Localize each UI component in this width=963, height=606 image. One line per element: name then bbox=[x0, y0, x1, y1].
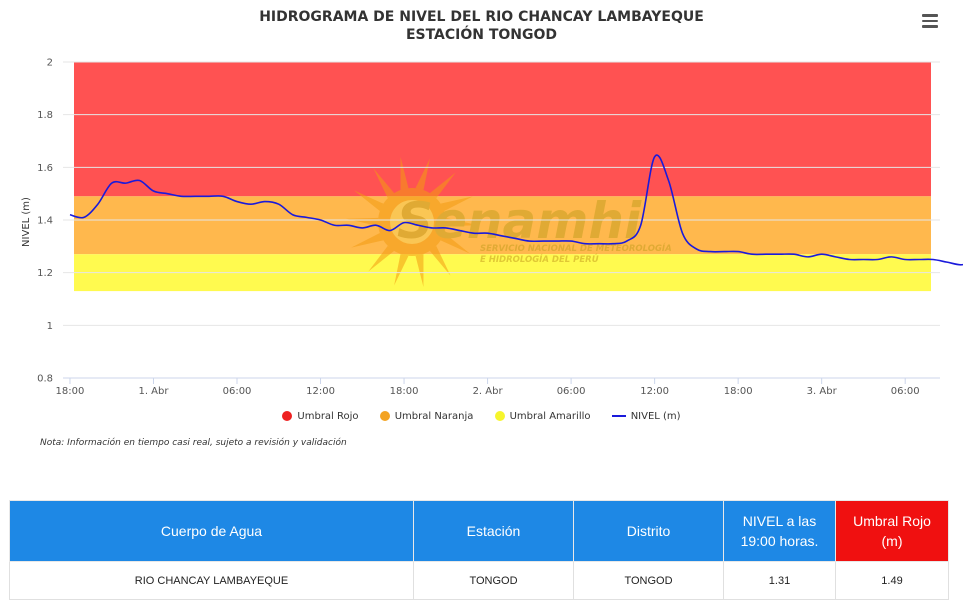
header-estacion: Estación bbox=[413, 500, 574, 562]
x-tick-label: 18:00 bbox=[724, 386, 753, 397]
sun-ray bbox=[415, 254, 424, 287]
cell-distrito: TONGOD bbox=[573, 561, 724, 600]
legend-label: Umbral Rojo bbox=[297, 411, 359, 422]
data-note: Nota: Información en tiempo casi real, s… bbox=[40, 438, 347, 448]
legend-item-umbral-rojo[interactable]: Umbral Rojo bbox=[282, 411, 359, 422]
header-cuerpo-de-agua: Cuerpo de Agua bbox=[9, 500, 414, 562]
watermark-line1: SERVICIO NACIONAL DE METEOROLOGÍA bbox=[480, 242, 672, 254]
y-tick-label: 1.2 bbox=[37, 268, 53, 279]
legend-marker bbox=[282, 411, 293, 421]
station-table: Cuerpo de Agua Estación Distrito NIVEL a… bbox=[9, 500, 949, 600]
chart-title: HIDROGRAMA DE NIVEL DEL RIO CHANCAY LAMB… bbox=[0, 8, 963, 44]
watermark-brand: Senamhi bbox=[397, 192, 642, 250]
band-umbral-rojo bbox=[74, 62, 931, 197]
x-tick-label: 18:00 bbox=[56, 386, 85, 397]
sun-ray bbox=[429, 245, 451, 276]
y-tick-label: 1 bbox=[47, 321, 53, 332]
cell-umbral-rojo: 1.49 bbox=[835, 561, 949, 600]
chart-legend: Umbral Rojo Umbral Naranja Umbral Amaril… bbox=[0, 411, 963, 423]
hydrograph-chart: Senamhi SERVICIO NACIONAL DE METEOROLOGÍ… bbox=[21, 58, 963, 397]
y-axis-label: NIVEL (m) bbox=[21, 197, 32, 247]
table-row: RIO CHANCAY LAMBAYEQUE TONGOD TONGOD 1.3… bbox=[9, 561, 949, 600]
legend-label: Umbral Naranja bbox=[394, 411, 474, 422]
x-tick-label: 12:00 bbox=[306, 386, 335, 397]
sun-ray bbox=[415, 158, 430, 190]
sun-ray bbox=[354, 190, 384, 212]
x-tick-label: 06:00 bbox=[223, 386, 252, 397]
chart-title-line1: HIDROGRAMA DE NIVEL DEL RIO CHANCAY LAMB… bbox=[259, 9, 704, 25]
x-tick-label: 18:00 bbox=[390, 386, 419, 397]
legend-marker bbox=[494, 411, 505, 421]
sun-ray bbox=[440, 232, 470, 254]
x-axis: 18:00 1. Abr 06:00 12:00 18:00 2. Abr 06:00 12:… bbox=[56, 377, 940, 397]
cell-nivel: 1.31 bbox=[723, 561, 836, 600]
band-umbral-naranja bbox=[74, 196, 931, 255]
legend-item-umbral-naranja[interactable]: Umbral Naranja bbox=[379, 411, 474, 422]
sun-ray bbox=[373, 168, 395, 199]
legend-marker bbox=[611, 415, 626, 417]
cell-estacion: TONGOD bbox=[413, 561, 574, 600]
sun-ray bbox=[351, 232, 384, 248]
y-tick-label: 1.8 bbox=[37, 110, 53, 121]
y-tick-label: 0.8 bbox=[37, 374, 53, 385]
legend-label: Umbral Amarillo bbox=[509, 411, 591, 422]
series-layer bbox=[69, 154, 963, 266]
y-tick-label: 1.6 bbox=[37, 163, 53, 174]
x-tick-label: 1. Abr bbox=[138, 386, 169, 397]
legend-marker bbox=[379, 411, 390, 421]
sun-logo-icon bbox=[346, 157, 478, 287]
y-tick-label: 2 bbox=[47, 58, 53, 69]
header-umbral-rojo: Umbral Rojo (m) bbox=[835, 500, 949, 562]
header-nivel: NIVEL a las 19:00 horas. bbox=[723, 500, 836, 562]
table-header-row: Cuerpo de Agua Estación Distrito NIVEL a… bbox=[9, 500, 949, 562]
y-tick-label: 1.4 bbox=[37, 216, 53, 227]
legend-label: NIVEL (m) bbox=[630, 411, 681, 422]
x-tick-label: 3. Abr bbox=[807, 386, 838, 397]
senamhi-watermark: Senamhi SERVICIO NACIONAL DE METEOROLOGÍ… bbox=[346, 157, 672, 287]
y-axis: 0.8 1 1.2 1.4 1.6 1.8 2 bbox=[37, 58, 53, 385]
chart-title-line2: ESTACIÓN TONGOD bbox=[405, 27, 558, 43]
hamburger-menu-icon[interactable] bbox=[922, 14, 938, 28]
watermark-line2: E HIDROLOGÍA DEL PERÚ bbox=[480, 253, 599, 265]
sun-ray bbox=[440, 196, 473, 212]
sun-ray bbox=[368, 245, 395, 272]
legend-item-umbral-amarillo[interactable]: Umbral Amarillo bbox=[494, 411, 591, 422]
x-tick-label: 12:00 bbox=[640, 386, 669, 397]
sun-ray bbox=[394, 254, 409, 286]
cell-cuerpo-de-agua: RIO CHANCAY LAMBAYEQUE bbox=[9, 561, 414, 600]
sun-ray bbox=[400, 157, 409, 190]
series-line-nivel[interactable] bbox=[69, 154, 963, 266]
x-tick-label: 2. Abr bbox=[473, 386, 504, 397]
x-tick-label: 06:00 bbox=[891, 386, 920, 397]
sun-ray bbox=[429, 172, 456, 199]
header-distrito: Distrito bbox=[573, 500, 724, 562]
x-tick-label: 06:00 bbox=[557, 386, 586, 397]
legend-item-nivel[interactable]: NIVEL (m) bbox=[611, 411, 681, 422]
